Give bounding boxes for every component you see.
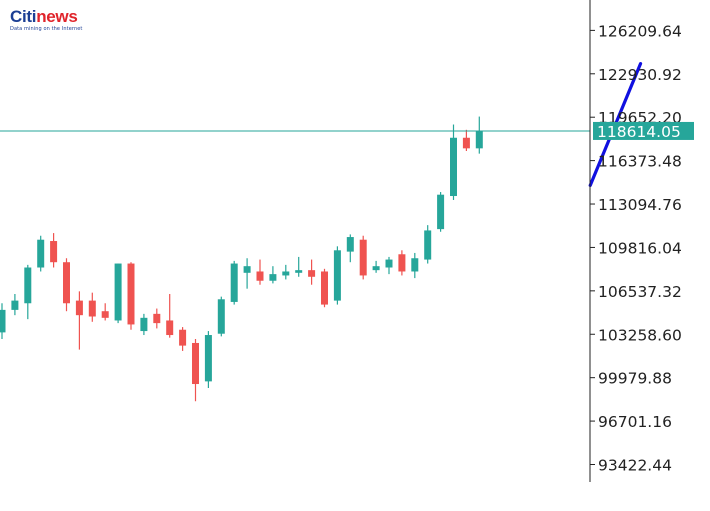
candle bbox=[140, 313, 148, 336]
candle-body bbox=[179, 329, 187, 346]
tick-label: 103258.60 bbox=[598, 326, 682, 344]
candle-body bbox=[475, 131, 483, 149]
citinews-logo: Citinews Data mining on the Internet bbox=[10, 8, 83, 33]
candle-body bbox=[204, 335, 212, 382]
candle bbox=[101, 303, 109, 321]
candle-body bbox=[75, 300, 83, 316]
candle bbox=[127, 262, 135, 330]
candle-body bbox=[24, 267, 32, 304]
candle bbox=[359, 235, 367, 280]
candle bbox=[50, 233, 58, 268]
candle bbox=[204, 331, 212, 388]
price-axis: 126209.64122930.92119652.20116373.481130… bbox=[589, 0, 694, 482]
tick-label: 99979.88 bbox=[598, 370, 672, 388]
candle bbox=[385, 256, 393, 275]
candle bbox=[0, 303, 6, 340]
candle bbox=[63, 258, 70, 312]
candle bbox=[243, 258, 251, 289]
candle bbox=[308, 259, 316, 285]
candle bbox=[75, 291, 83, 350]
candle-body bbox=[101, 311, 109, 318]
candle bbox=[179, 327, 187, 351]
tick-label: 93422.44 bbox=[598, 456, 672, 474]
candle-body bbox=[424, 230, 432, 260]
overlays-group bbox=[0, 62, 643, 188]
candle bbox=[88, 292, 96, 322]
candle bbox=[282, 264, 290, 280]
candle bbox=[424, 225, 432, 264]
candle bbox=[269, 266, 277, 284]
candle-body bbox=[11, 300, 19, 310]
candle-body bbox=[308, 270, 316, 277]
candle bbox=[192, 339, 199, 402]
candle-body bbox=[230, 263, 238, 302]
candle-body bbox=[63, 262, 70, 304]
current-price-badge bbox=[593, 121, 694, 140]
candle bbox=[166, 293, 174, 338]
tick-label: 122930.92 bbox=[598, 66, 682, 84]
candle bbox=[475, 116, 483, 154]
candle bbox=[37, 235, 45, 272]
logo-tagline: Data mining on the Internet bbox=[10, 26, 83, 32]
candle-body bbox=[88, 300, 96, 317]
tick-label: 96701.16 bbox=[598, 413, 672, 431]
candle-body bbox=[0, 309, 6, 333]
candle-body bbox=[359, 239, 367, 276]
candle bbox=[114, 263, 122, 324]
candle bbox=[450, 124, 457, 200]
candle bbox=[346, 234, 354, 263]
candle-body bbox=[282, 271, 290, 276]
candle bbox=[153, 308, 161, 329]
candle bbox=[295, 256, 303, 277]
candle-body bbox=[140, 317, 148, 332]
candle-body bbox=[256, 271, 264, 281]
candle bbox=[217, 296, 225, 337]
logo-citi-text: Citi bbox=[10, 7, 37, 26]
candle bbox=[372, 260, 380, 273]
candle-body bbox=[346, 237, 354, 252]
candle-body bbox=[295, 270, 303, 273]
candles-group bbox=[0, 116, 483, 402]
tick-label: 116373.48 bbox=[598, 153, 682, 171]
candle-body bbox=[398, 254, 406, 272]
candle-body bbox=[437, 194, 445, 230]
candle bbox=[321, 268, 328, 308]
candle bbox=[256, 259, 264, 285]
candle bbox=[398, 250, 406, 276]
candle-body bbox=[462, 137, 470, 149]
logo-wordmark: Citinews bbox=[10, 8, 82, 26]
logo-news-text: news bbox=[36, 7, 78, 26]
candle bbox=[11, 293, 19, 316]
tick-label: 109816.04 bbox=[598, 239, 682, 257]
candle-body bbox=[385, 259, 393, 268]
current-price-label: 118614.05 bbox=[597, 123, 681, 141]
candle bbox=[462, 129, 470, 151]
candle-body bbox=[217, 299, 225, 334]
candle-body bbox=[192, 342, 199, 385]
candle-body bbox=[127, 263, 135, 325]
candle-body bbox=[450, 137, 457, 197]
candle-body bbox=[321, 271, 328, 305]
candle-body bbox=[37, 239, 45, 268]
candle bbox=[24, 264, 32, 320]
candle bbox=[230, 260, 238, 305]
candle bbox=[437, 192, 445, 232]
candle-body bbox=[372, 266, 380, 271]
tick-label: 126209.64 bbox=[598, 22, 682, 40]
tick-label: 106537.32 bbox=[598, 283, 682, 301]
candle-body bbox=[243, 266, 251, 273]
candle-body bbox=[269, 274, 277, 281]
tick-label: 113094.76 bbox=[598, 196, 682, 214]
candle-body bbox=[166, 320, 174, 336]
candle-body bbox=[50, 241, 58, 263]
candle-body bbox=[411, 258, 419, 272]
candle-body bbox=[153, 313, 161, 324]
candle-body bbox=[333, 250, 341, 301]
candle-body bbox=[114, 263, 122, 321]
candle bbox=[333, 246, 341, 305]
candle bbox=[411, 252, 419, 279]
